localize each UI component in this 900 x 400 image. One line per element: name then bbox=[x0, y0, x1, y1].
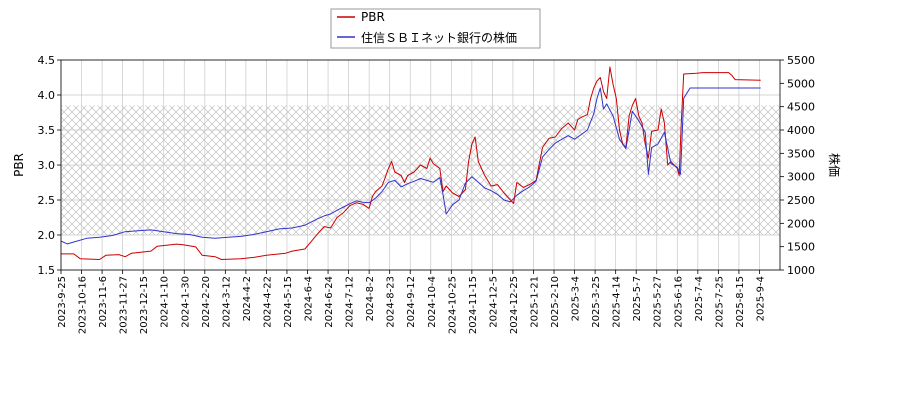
x-tick-label: 2023-10-16 bbox=[78, 276, 89, 334]
x-tick-label: 2024-5-15 bbox=[283, 276, 294, 328]
x-tick-label: 2024-6-4 bbox=[304, 276, 315, 321]
x-tick-label: 2025-7-4 bbox=[694, 276, 705, 321]
x-tick-label: 2025-4-14 bbox=[612, 276, 623, 328]
y-right-tick-label: 5500 bbox=[787, 54, 815, 67]
x-tick-label: 2025-5-7 bbox=[632, 276, 643, 321]
x-tick-label: 2025-1-21 bbox=[529, 276, 540, 328]
x-tick-label: 2025-8-15 bbox=[735, 276, 746, 328]
x-tick-label: 2024-1-30 bbox=[180, 276, 191, 328]
legend: PBR 住信ＳＢＩネット銀行の株価 bbox=[330, 8, 541, 49]
x-tick-label: 2025-3-25 bbox=[591, 276, 602, 328]
y-left-tick-label: 2.5 bbox=[38, 194, 56, 207]
y-left-tick-label: 3.5 bbox=[38, 124, 56, 137]
x-tick-label: 2023-11-27 bbox=[119, 276, 130, 334]
y-right-tick-label: 3500 bbox=[787, 147, 815, 160]
y-left-tick-label: 1.5 bbox=[38, 264, 56, 277]
legend-label-price: 住信ＳＢＩネット銀行の株価 bbox=[361, 30, 517, 45]
legend-box bbox=[330, 8, 541, 49]
x-tick-label: 2024-2-20 bbox=[201, 276, 212, 328]
x-tick-label: 2024-11-15 bbox=[468, 276, 479, 334]
x-tick-label: 2025-9-4 bbox=[755, 276, 766, 321]
x-axis: 2023-9-25 2023-10-16 2023-11-6 2023-11-27 20… bbox=[57, 270, 766, 334]
series-layer bbox=[61, 66, 761, 260]
y-axis-right: 1000 1500 2000 2500 3000 3500 4000 4500 5000 5500 bbox=[780, 54, 815, 277]
x-tick-label: 2024-8-2 bbox=[365, 276, 376, 321]
y-right-tick-label: 2000 bbox=[787, 217, 815, 230]
y-right-tick-label: 3000 bbox=[787, 171, 815, 184]
x-tick-label: 2023-9-25 bbox=[57, 276, 68, 328]
x-tick-label: 2024-7-12 bbox=[345, 276, 356, 328]
y-axis-right-label: 株価 bbox=[827, 153, 842, 177]
y-right-tick-label: 1000 bbox=[787, 264, 815, 277]
x-tick-label: 2025-5-27 bbox=[653, 276, 664, 328]
x-tick-label: 2024-10-25 bbox=[447, 276, 458, 334]
series-line-pbr bbox=[61, 66, 761, 260]
y-right-tick-label: 4000 bbox=[787, 124, 815, 137]
series-line-price bbox=[61, 87, 761, 245]
x-tick-label: 2024-12-5 bbox=[488, 276, 499, 328]
hatched-band bbox=[61, 105, 780, 235]
x-tick-label: 2024-1-10 bbox=[160, 276, 171, 328]
y-right-tick-label: 2500 bbox=[787, 194, 815, 207]
y-left-tick-label: 4.5 bbox=[38, 54, 56, 67]
x-tick-label: 2024-12-25 bbox=[509, 276, 520, 334]
plot-area bbox=[60, 59, 781, 271]
x-tick-label: 2025-3-4 bbox=[571, 276, 582, 321]
x-tick-label: 2025-7-25 bbox=[714, 276, 725, 328]
y-axis-left: 1.5 2.0 2.5 3.0 3.5 4.0 4.5 bbox=[38, 54, 61, 277]
x-tick-label: 2023-12-15 bbox=[139, 276, 150, 334]
x-tick-label: 2024-3-12 bbox=[221, 276, 232, 328]
x-tick-label: 2024-4-2 bbox=[242, 276, 253, 321]
x-tick-label: 2024-8-23 bbox=[386, 276, 397, 328]
y-left-tick-label: 2.0 bbox=[38, 229, 56, 242]
y-right-tick-label: 4500 bbox=[787, 101, 815, 114]
y-right-tick-label: 1500 bbox=[787, 241, 815, 254]
y-left-tick-label: 3.0 bbox=[38, 159, 56, 172]
x-tick-label: 2024-10-4 bbox=[427, 276, 438, 328]
x-tick-label: 2025-2-10 bbox=[550, 276, 561, 328]
x-tick-label: 2025-6-16 bbox=[673, 276, 684, 328]
legend-label-pbr: PBR bbox=[361, 10, 385, 24]
y-axis-left-label: PBR bbox=[12, 153, 26, 177]
y-right-tick-label: 5000 bbox=[787, 77, 815, 90]
x-tick-label: 2024-4-22 bbox=[262, 276, 273, 328]
x-tick-label: 2024-6-24 bbox=[324, 276, 335, 328]
x-tick-label: 2024-9-12 bbox=[406, 276, 417, 328]
x-tick-label: 2023-11-6 bbox=[98, 276, 109, 328]
y-left-tick-label: 4.0 bbox=[38, 89, 56, 102]
